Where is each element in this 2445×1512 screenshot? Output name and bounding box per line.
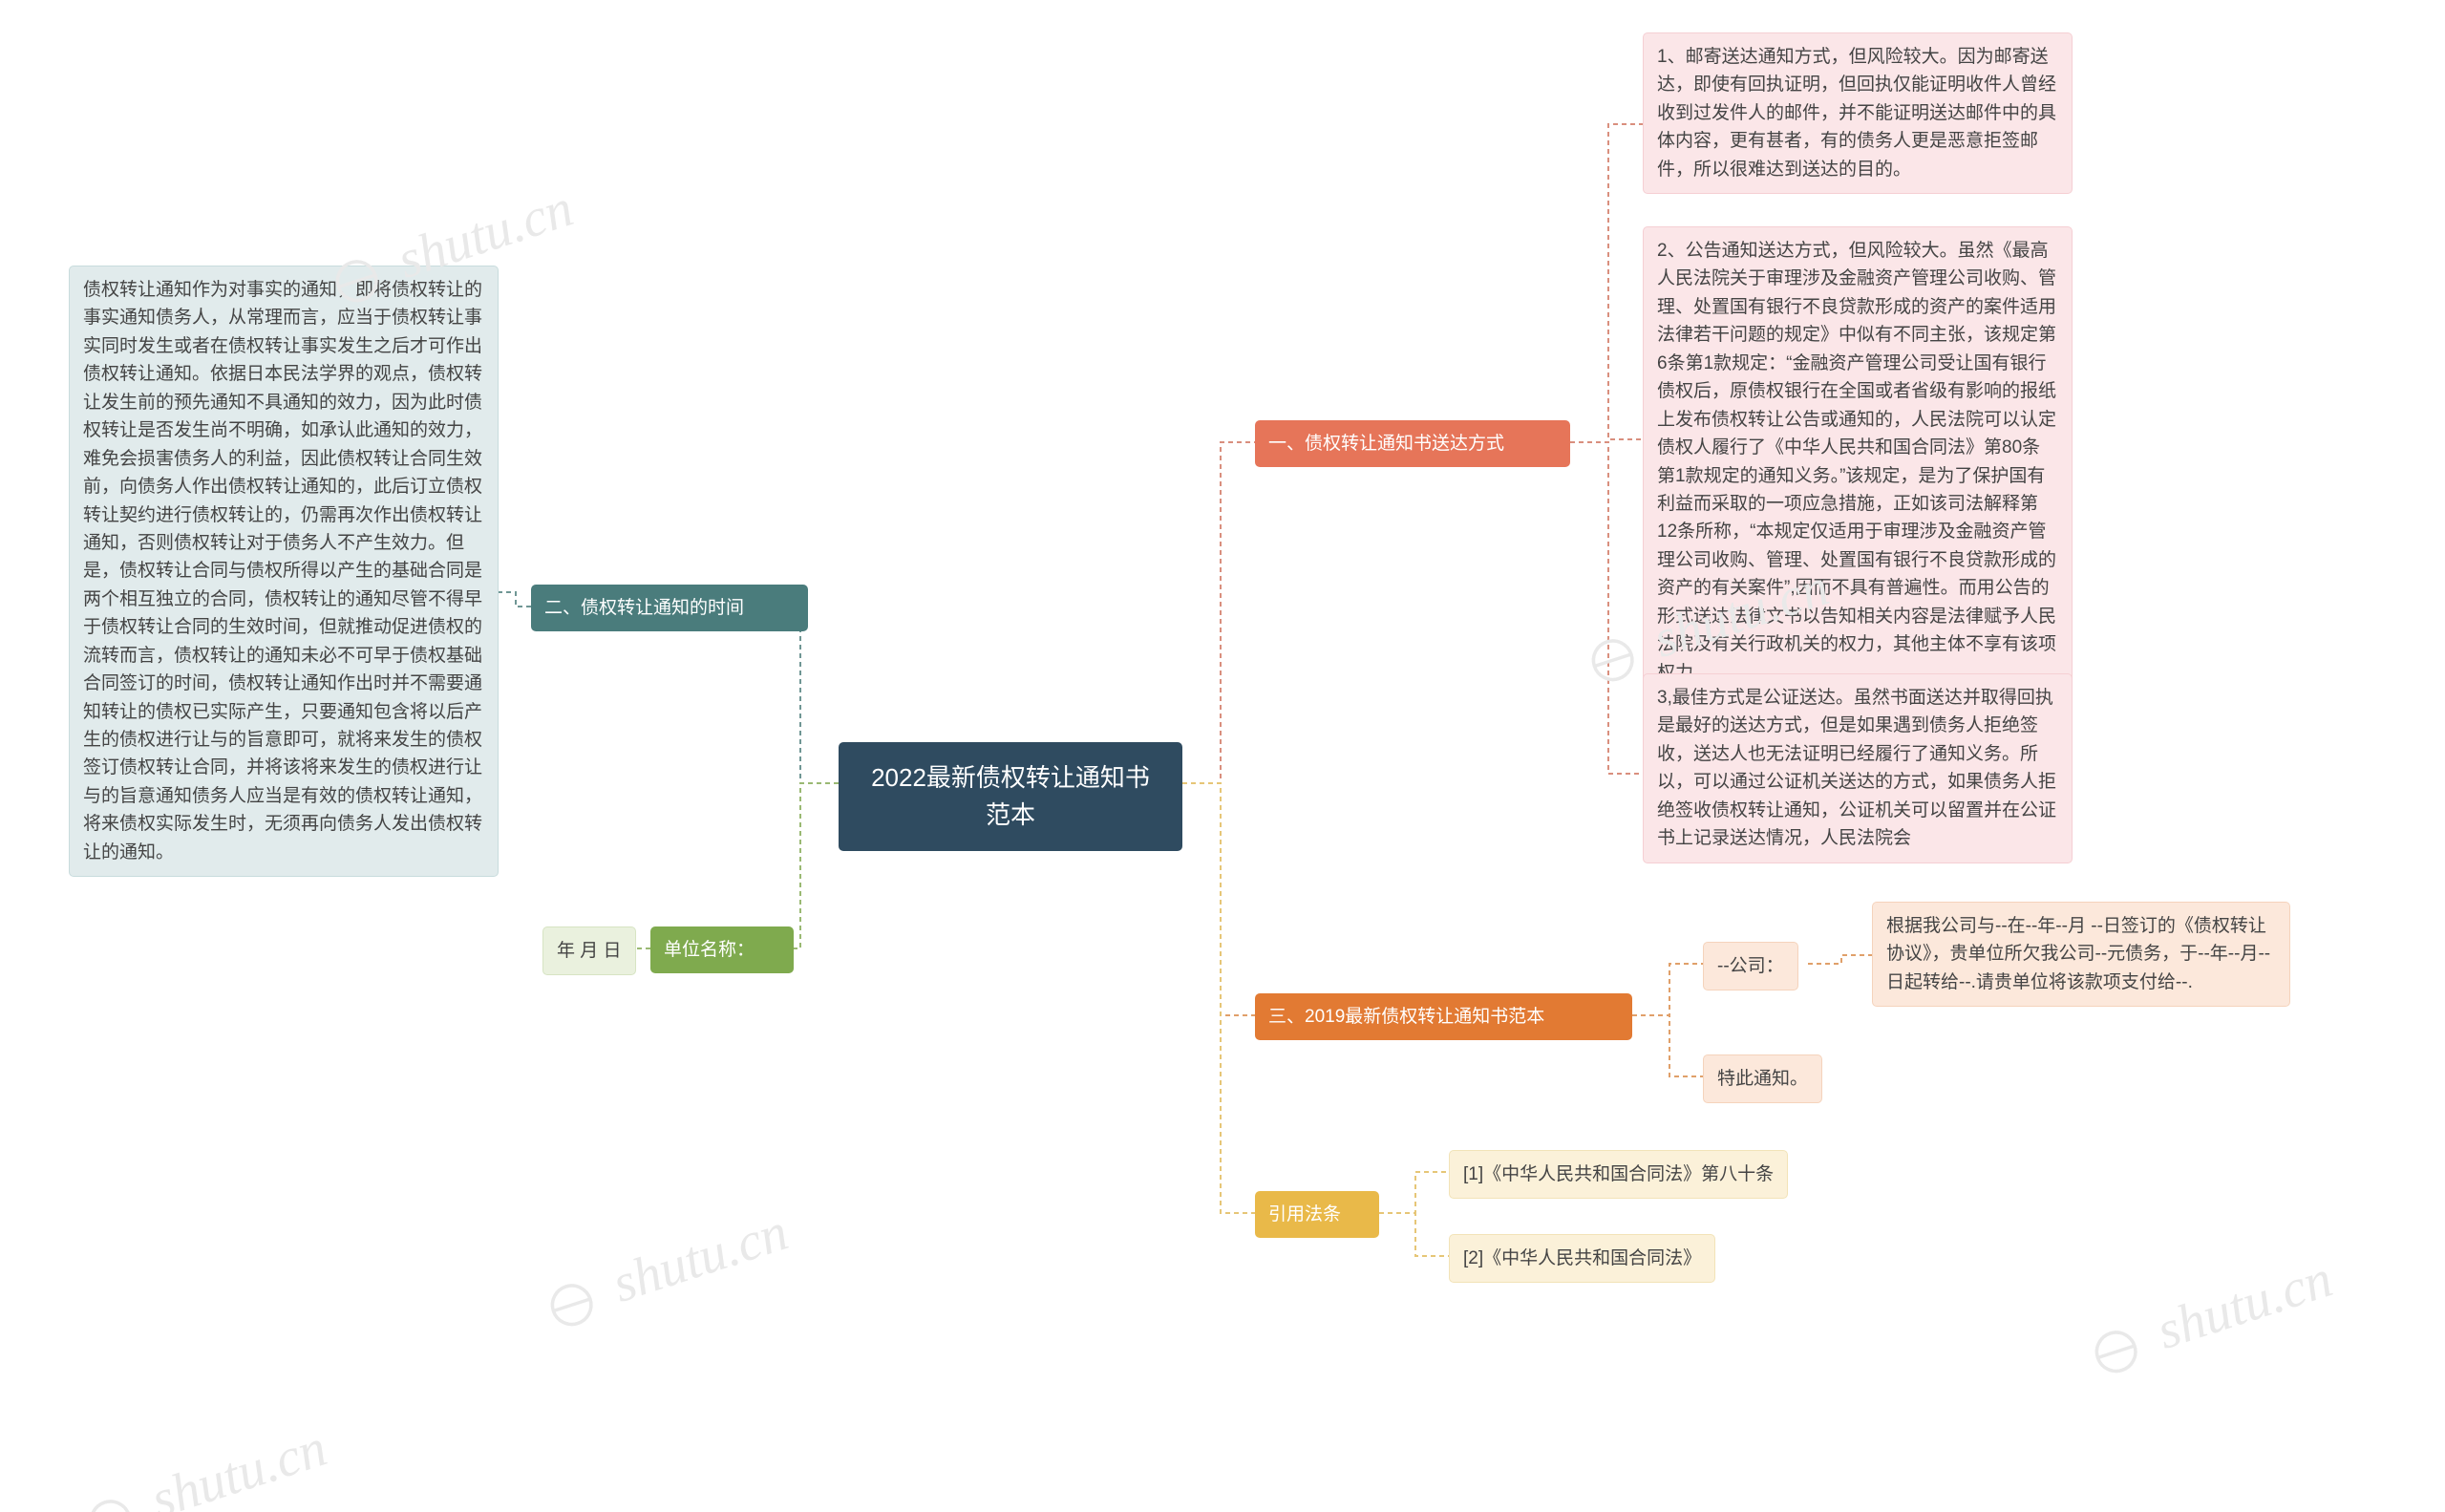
watermark: shutu.cn (2081, 1248, 2340, 1385)
branch-three-leaf-1: --公司： (1703, 942, 1798, 990)
branch-five[interactable]: 单位名称： (650, 926, 794, 973)
branch-two[interactable]: 二、债权转让通知的时间 (531, 585, 808, 631)
watermark: shutu.cn (75, 1417, 334, 1512)
watermark: shutu.cn (537, 1202, 796, 1338)
branch-one-leaf-2: 2、公告通知送达方式，但风险较大。虽然《最高人民法院关于审理涉及金融资产管理公司… (1643, 226, 2073, 697)
branch-three-title: 三、2019最新债权转让通知书范本 (1268, 1007, 1544, 1027)
branch-four-leaf-1: [1]《中华人民共和国合同法》第八十条 (1449, 1150, 1788, 1199)
branch-five-title: 单位名称： (664, 940, 755, 960)
branch-two-title: 二、债权转让通知的时间 (544, 598, 744, 618)
branch-three[interactable]: 三、2019最新债权转让通知书范本 (1255, 993, 1632, 1040)
branch-five-leaf-1: 年 月 日 (542, 926, 636, 975)
branch-one-title: 一、债权转让通知书送达方式 (1268, 434, 1504, 454)
branch-three-leaf-1-child: 根据我公司与--在--年--月 --日签订的《债权转让协议》，贵单位所欠我公司-… (1872, 902, 2290, 1007)
branch-one[interactable]: 一、债权转让通知书送达方式 (1255, 420, 1570, 467)
branch-one-leaf-1: 1、邮寄送达通知方式，但风险较大。因为邮寄送达，即使有回执证明，但回执仅能证明收… (1643, 32, 2073, 194)
branch-four-title: 引用法条 (1268, 1204, 1341, 1225)
branch-two-leaf-1: 债权转让通知作为对事实的通知，即将债权转让的事实通知债务人，从常理而言，应当于债… (69, 266, 499, 877)
root-node: 2022最新债权转让通知书 范本 (839, 742, 1182, 851)
branch-four[interactable]: 引用法条 (1255, 1191, 1379, 1238)
root-line1: 2022最新债权转让通知书 (871, 763, 1150, 792)
root-line2: 范本 (986, 800, 1035, 829)
branch-one-leaf-3: 3,最佳方式是公证送达。虽然书面送达并取得回执是最好的送达方式，但是如果遇到债务… (1643, 673, 2073, 863)
branch-three-leaf-2: 特此通知。 (1703, 1054, 1822, 1103)
branch-four-leaf-2: [2]《中华人民共和国合同法》 (1449, 1234, 1715, 1283)
